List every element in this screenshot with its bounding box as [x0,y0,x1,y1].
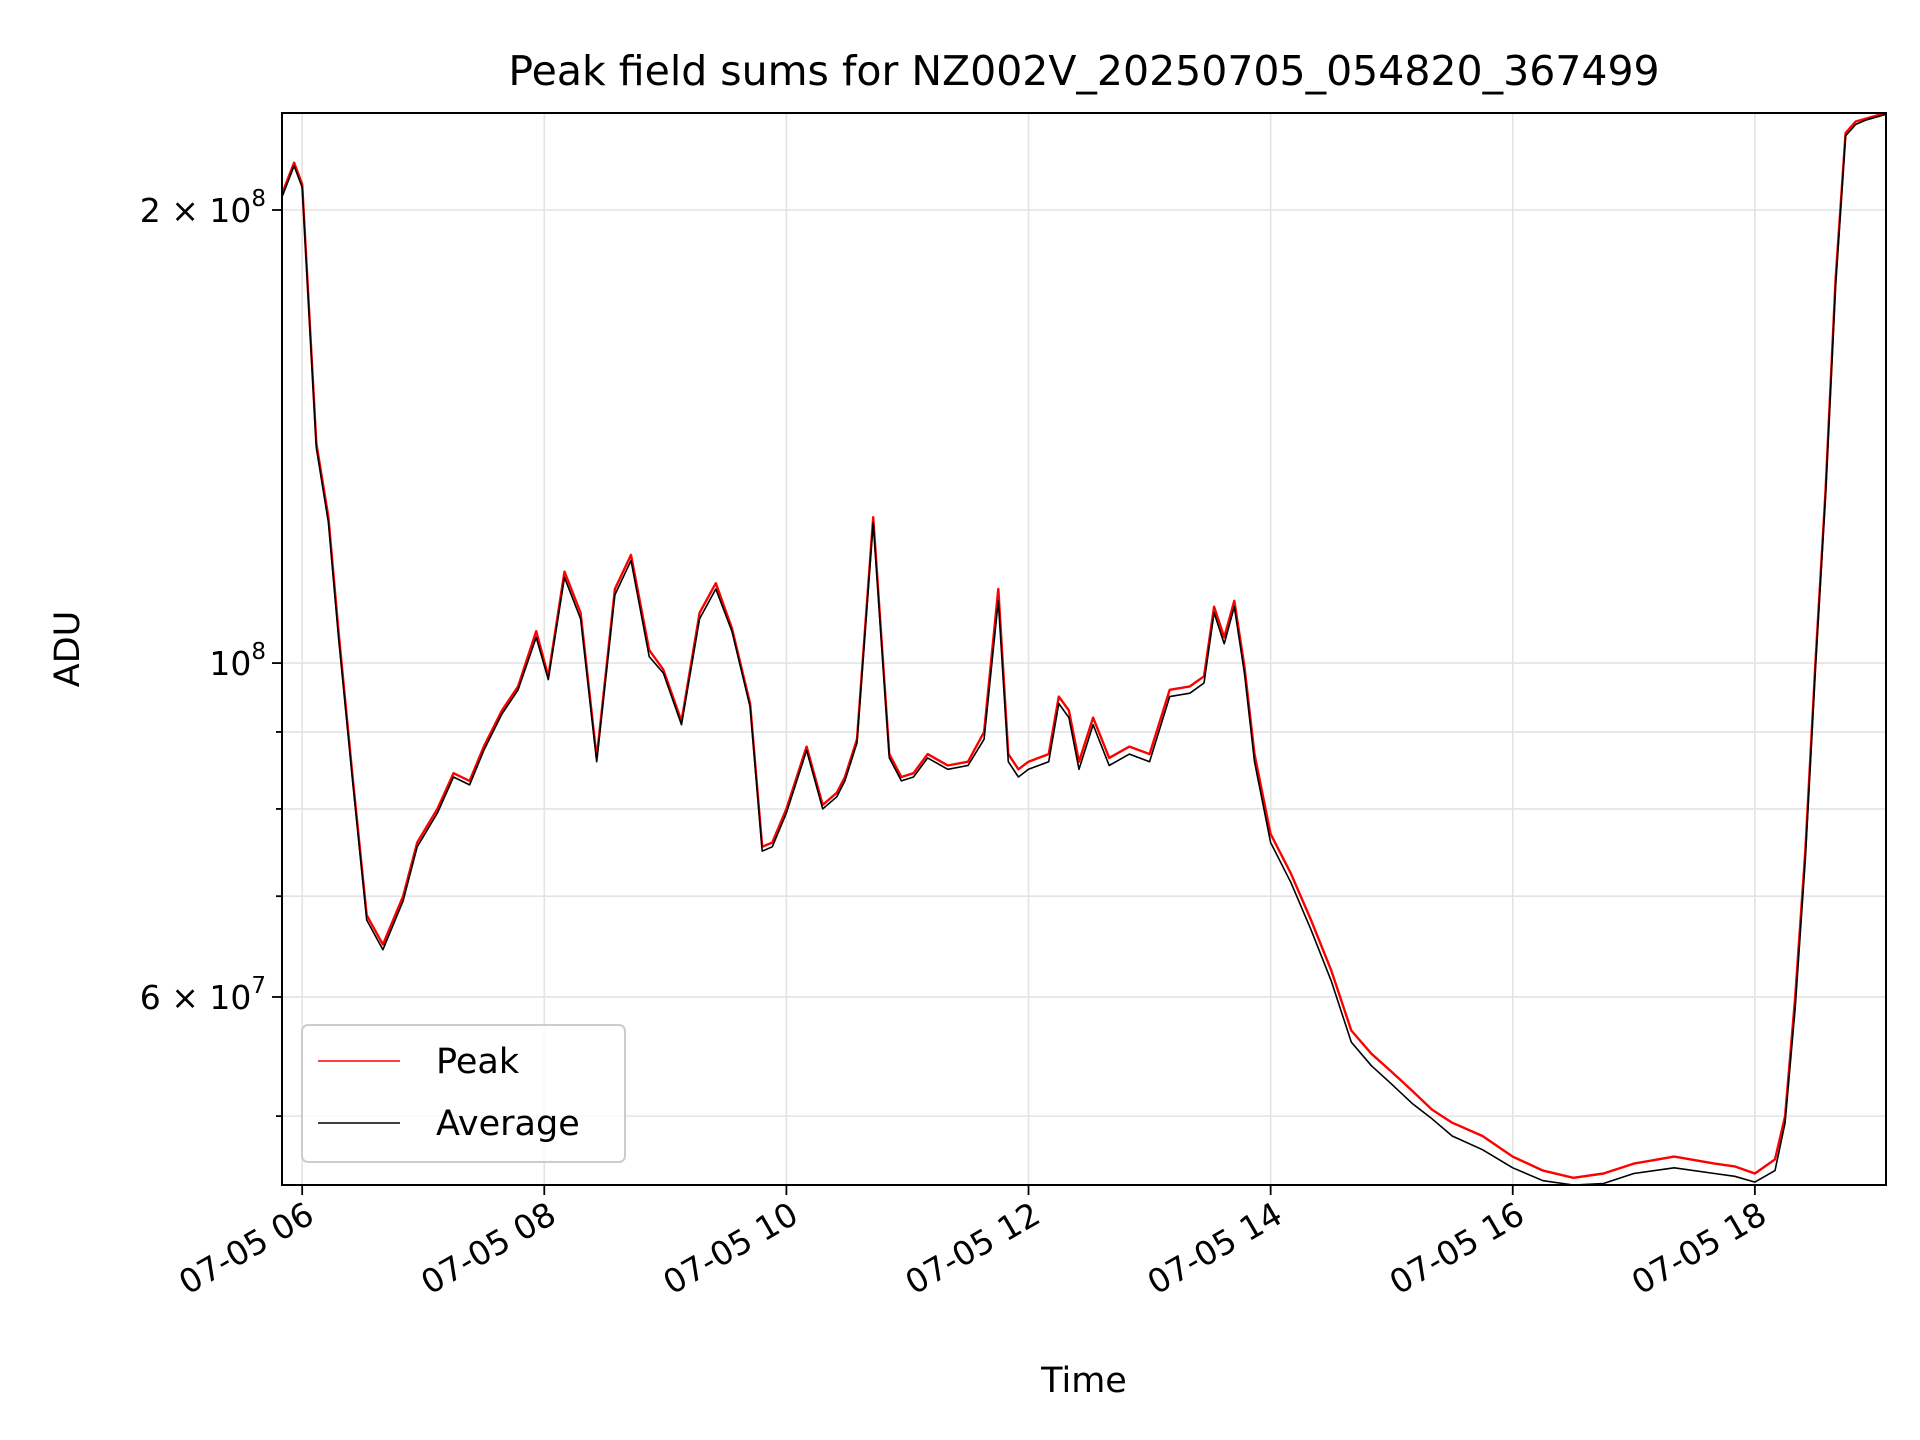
legend-label-peak: Peak [436,1042,520,1082]
y-axis-label: ADU [48,611,88,688]
y-tick-label: 2 × 108 [140,186,266,230]
series-group [280,111,1887,1186]
legend-frame [301,1024,626,1163]
x-axis-label: Time [1040,1361,1127,1401]
plot-frame [281,112,1887,1186]
series-line-average [281,113,1887,1186]
series-line-peak [280,111,1887,1179]
legend-label-average: Average [436,1104,580,1144]
y-tick-label: 6 × 107 [140,973,266,1017]
legend: Peak Average [301,1024,626,1163]
chart-title: Peak field sums for NZ002V_20250705_0548… [508,47,1659,95]
